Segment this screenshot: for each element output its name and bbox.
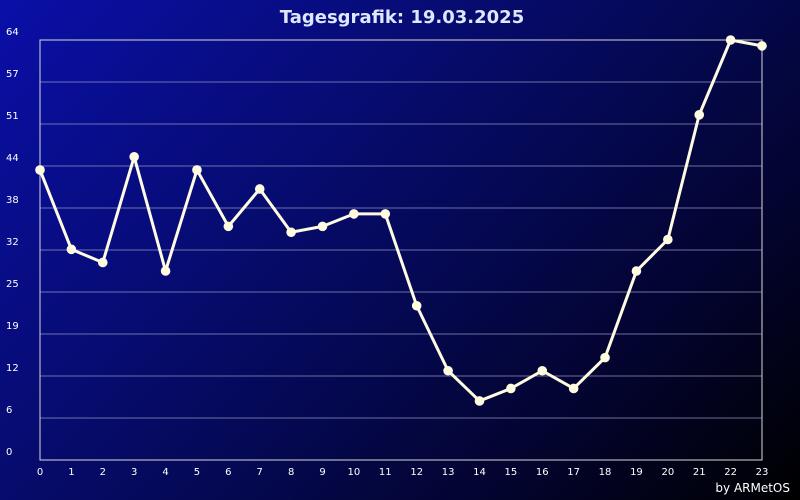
data-point <box>66 244 77 255</box>
x-tick-label: 0 <box>37 467 43 478</box>
x-tick-label: 15 <box>505 467 518 478</box>
series-layer <box>35 35 767 406</box>
x-tick-label: 3 <box>131 467 137 478</box>
x-tick-label: 7 <box>257 467 263 478</box>
data-point <box>349 209 359 219</box>
data-point <box>443 365 453 376</box>
credit-text: by ARMetOS <box>715 481 790 495</box>
y-tick-label: 64 <box>6 27 19 38</box>
data-point <box>568 383 579 394</box>
x-tick-label: 2 <box>100 467 106 478</box>
data-point <box>506 383 516 394</box>
y-tick-label: 57 <box>6 69 19 80</box>
data-point <box>97 257 108 268</box>
x-tick-label: 12 <box>410 467 423 478</box>
data-point <box>600 352 610 363</box>
x-tick-label: 21 <box>693 467 706 478</box>
x-axis-ticks: 0 1 2 3 4 5 6 7 8 9 10 11 12 13 14 15 16 17 18 19 20 21 22 23 <box>37 467 769 478</box>
x-tick-label: 1 <box>68 467 74 478</box>
y-tick-label: 38 <box>6 195 19 206</box>
x-tick-label: 8 <box>288 467 294 478</box>
y-tick-label: 32 <box>6 237 19 248</box>
data-point <box>380 209 391 219</box>
data-point <box>192 165 202 175</box>
grid-lines <box>40 81 762 419</box>
y-tick-label: 19 <box>6 321 19 332</box>
x-tick-label: 5 <box>194 467 200 478</box>
x-tick-label: 14 <box>473 467 486 478</box>
series-line <box>38 38 763 403</box>
data-point <box>694 110 705 120</box>
x-tick-label: 17 <box>567 467 580 478</box>
x-tick-label: 11 <box>379 467 392 478</box>
y-tick-label: 12 <box>6 363 19 374</box>
data-point <box>474 396 485 406</box>
x-tick-label: 20 <box>661 467 674 478</box>
data-point <box>160 266 171 276</box>
x-tick-label: 6 <box>225 467 231 478</box>
x-tick-label: 13 <box>442 467 455 478</box>
x-tick-label: 23 <box>756 467 769 478</box>
data-point <box>725 35 736 45</box>
data-point <box>286 227 296 238</box>
data-point <box>254 184 265 194</box>
data-point <box>411 300 422 311</box>
x-tick-label: 9 <box>319 467 325 478</box>
y-tick-label: 44 <box>6 153 19 164</box>
y-axis-ticks: 0 6 12 19 25 32 38 44 51 57 64 <box>6 27 19 458</box>
x-tick-label: 22 <box>724 467 737 478</box>
data-point <box>35 165 45 175</box>
data-point <box>317 221 328 232</box>
chart-title: Tagesgrafik: 19.03.2025 <box>280 7 524 28</box>
x-tick-label: 18 <box>599 467 612 478</box>
data-point <box>537 365 548 376</box>
data-point <box>129 152 139 162</box>
plot-frame <box>39 39 763 461</box>
y-tick-label: 0 <box>6 447 12 458</box>
y-tick-label: 6 <box>6 405 12 416</box>
data-point <box>631 266 642 276</box>
y-tick-label: 25 <box>6 279 19 290</box>
x-tick-label: 19 <box>630 467 643 478</box>
data-point <box>757 41 767 51</box>
x-tick-label: 10 <box>348 467 361 478</box>
y-tick-label: 51 <box>6 111 19 122</box>
data-point <box>223 221 234 232</box>
x-tick-label: 16 <box>536 467 549 478</box>
x-tick-label: 4 <box>162 467 168 478</box>
data-point <box>663 234 673 245</box>
